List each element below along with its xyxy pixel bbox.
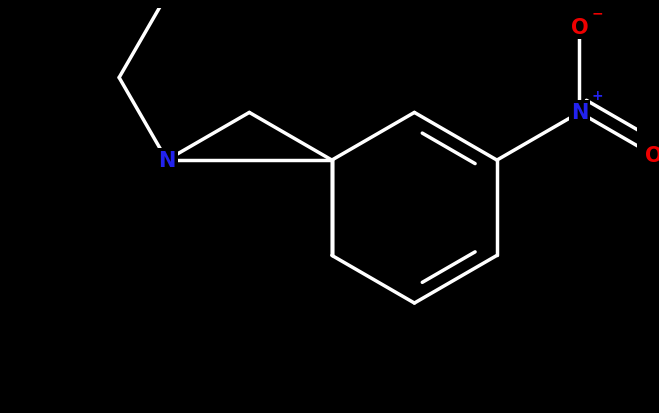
Text: +: + [592, 88, 603, 102]
Text: O: O [571, 18, 588, 38]
Text: −: − [592, 7, 603, 21]
Text: N: N [571, 103, 588, 123]
Text: O: O [645, 146, 659, 166]
Text: N: N [158, 151, 175, 171]
